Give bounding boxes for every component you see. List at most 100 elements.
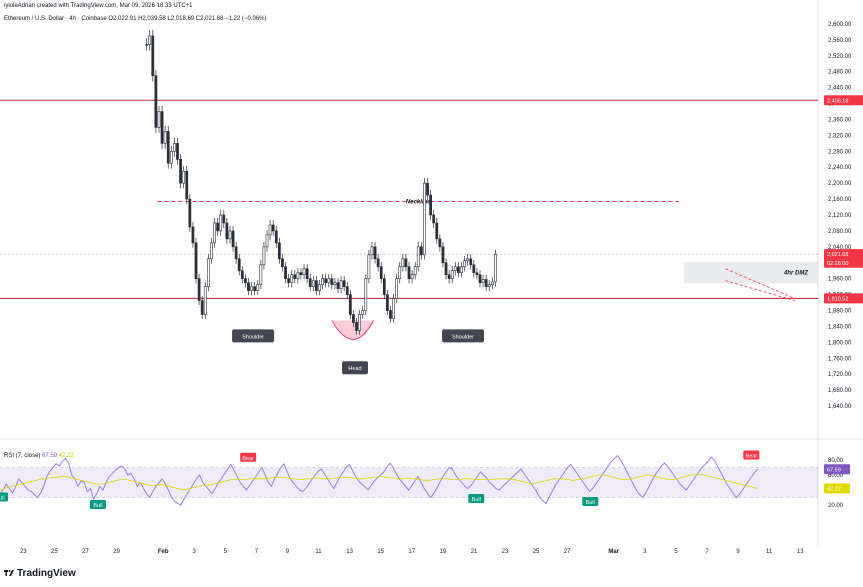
candle-body: [259, 264, 263, 285]
rsi-tick-label: 60.00: [828, 473, 844, 479]
time-tick-label: 5: [224, 549, 228, 555]
price-tick-label: 1,800.00: [828, 340, 852, 346]
candle-body: [463, 260, 466, 268]
rsi-value-box-1: [824, 483, 850, 494]
rsi-marker-label-3: Bull: [472, 497, 481, 503]
candle-body: [339, 280, 343, 289]
wedge-upper: [725, 268, 796, 299]
candle-body: [222, 214, 226, 224]
annotation-label-0: Shoulder: [242, 334, 264, 340]
candle-body: [256, 284, 260, 291]
candle-body: [197, 278, 201, 301]
price-tick-label: 1,640.00: [828, 404, 852, 410]
price-tick-label: 2,080.00: [828, 229, 852, 235]
time-tick-label: 9: [286, 549, 290, 555]
candle-body: [176, 143, 179, 160]
candle-body: [210, 242, 213, 260]
candle-body: [166, 131, 170, 164]
candle-body: [352, 314, 355, 323]
candle-body: [305, 268, 309, 279]
time-tick-label: 11: [766, 549, 773, 555]
time-tick-label: 29: [113, 549, 120, 555]
price-tick-label: 2,040.00: [828, 245, 852, 251]
candle-body: [398, 266, 402, 279]
rsi-marker-label-0: Bull: [0, 496, 5, 502]
candle-body: [441, 246, 445, 264]
candle-body: [460, 266, 463, 274]
price-tick-label: 2,200.00: [828, 181, 852, 187]
price-label-2: 02:26:00: [827, 261, 848, 267]
dmz-zone: [683, 261, 818, 284]
candle-body: [373, 246, 377, 260]
candle-body: [225, 222, 229, 240]
candle-body: [247, 282, 250, 291]
candle-body: [327, 278, 331, 283]
symbol-line: Ethereum / U.S. Dollar · 4h · Coinbase O…: [4, 16, 267, 22]
rsi-value-box-0: [824, 464, 850, 475]
time-tick-label: 27: [82, 549, 89, 555]
time-tick-label: 3: [643, 549, 647, 555]
time-tick-label: 25: [51, 549, 58, 555]
time-tick-label: 9: [736, 549, 740, 555]
rsi-marker-label-1: Bull: [93, 503, 102, 509]
price-label-3: 1,910.52: [827, 296, 848, 302]
price-tick-label: 1,720.00: [828, 372, 852, 378]
time-tick-label: 21: [471, 549, 478, 555]
candle-body: [364, 278, 368, 311]
candle-body: [250, 286, 253, 291]
candle-body: [358, 314, 361, 331]
candle-body: [151, 35, 155, 76]
rsi-marker-label-5: Bear: [745, 454, 757, 460]
candle-body: [472, 264, 476, 274]
candle-body: [355, 322, 358, 331]
candle-body: [262, 246, 266, 266]
price-tick-label: 2,280.00: [828, 149, 852, 155]
candle-body: [157, 111, 161, 128]
candle-body: [382, 278, 386, 295]
dmz-label: 4hr DMZ: [783, 271, 808, 277]
rsi-tick-label: 80.00: [828, 458, 844, 464]
rsi-value-label-1: 42.22: [827, 486, 841, 492]
candle-body: [203, 286, 207, 315]
candle-body: [457, 266, 460, 274]
price-tick-label: 1,680.00: [828, 388, 852, 394]
tradingview-logo: TradingView: [4, 568, 76, 579]
rsi-marker-label-4: Bull: [586, 500, 595, 506]
candle-body: [395, 278, 399, 299]
rsi-tick-label: 20.00: [828, 503, 844, 509]
candle-body: [234, 246, 238, 260]
candle-body: [423, 182, 426, 256]
price-tick-label: 2,120.00: [828, 213, 852, 219]
candle-body: [481, 279, 485, 283]
candle-body: [370, 246, 374, 256]
rsi-band: [0, 467, 818, 498]
brand-name: TradingView: [17, 568, 76, 579]
candle-body: [318, 284, 321, 291]
time-tick-label: 13: [797, 549, 804, 555]
ohlc-values: O2,022.91 H2,039.58 L2,018.69 C2,021.68 …: [108, 16, 267, 22]
candle-body: [308, 278, 312, 287]
annotation-box-1: [341, 361, 368, 375]
candle-body: [426, 182, 429, 196]
candle-body: [447, 274, 451, 279]
price-tick-label: 1,760.00: [828, 356, 852, 362]
price-tick-label: 2,160.00: [828, 197, 852, 203]
neckline-label: Neckline: [406, 199, 431, 205]
price-tick-label: 2,320.00: [828, 133, 852, 139]
candle-body: [293, 274, 297, 279]
time-tick-label: 23: [502, 549, 509, 555]
time-tick-label: 15: [377, 549, 384, 555]
rsi-series-1: [0, 473, 759, 491]
candle-body: [173, 143, 176, 152]
time-tick-label: 17: [408, 549, 415, 555]
wedge-lower: [725, 280, 795, 301]
candle-body: [237, 258, 241, 272]
tradingview-logo-icon: [4, 570, 14, 577]
candle-body: [265, 234, 269, 248]
candle-body: [290, 274, 294, 283]
candle-body: [419, 246, 423, 256]
annotation-box-0: [232, 329, 275, 343]
candle-body: [185, 170, 189, 200]
candle-body: [206, 258, 210, 287]
